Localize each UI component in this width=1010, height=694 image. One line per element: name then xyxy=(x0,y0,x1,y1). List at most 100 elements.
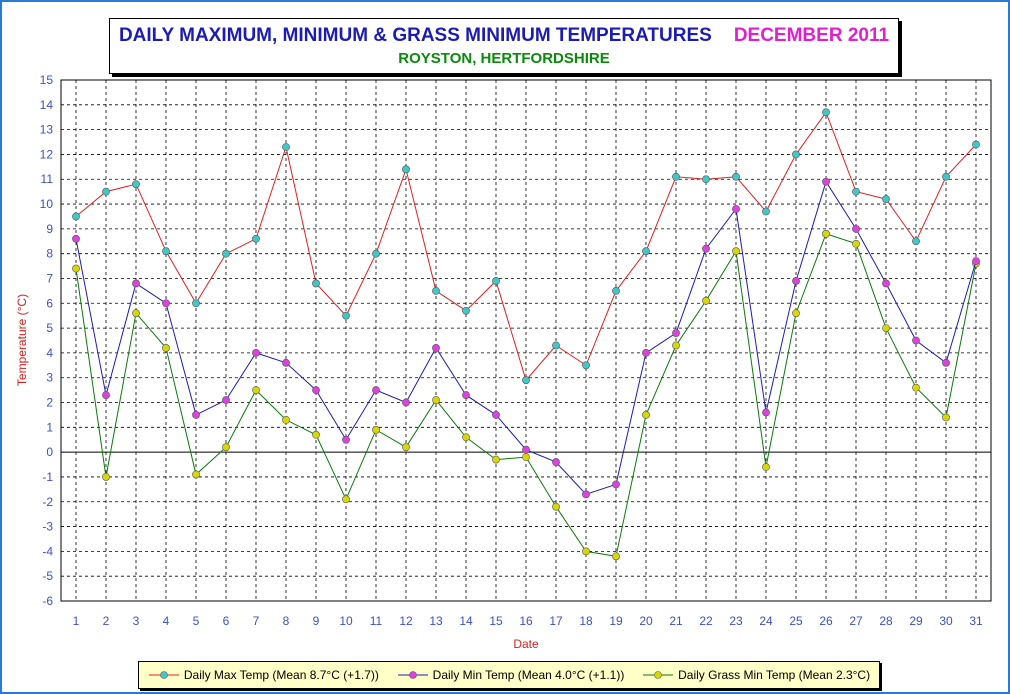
point-max xyxy=(462,306,470,315)
x-tick-label: 11 xyxy=(370,614,383,628)
x-tick-label: 15 xyxy=(489,614,503,628)
legend-label-max: Daily Max Temp (Mean 8.7°C (+1.7)) xyxy=(183,668,379,682)
point-max xyxy=(132,180,140,189)
x-tick-label: 5 xyxy=(193,614,200,628)
x-tick-label: 4 xyxy=(163,614,170,628)
x-tick-label: 3 xyxy=(133,614,140,628)
x-tick-label: 16 xyxy=(519,614,533,628)
point-min xyxy=(882,279,890,288)
legend: Daily Max Temp (Mean 8.7°C (+1.7)) Daily… xyxy=(138,661,880,689)
y-axis-label: Temperature (°C) xyxy=(15,294,29,386)
point-grass xyxy=(552,502,560,511)
y-tick-label: 8 xyxy=(46,247,53,261)
point-max xyxy=(342,311,350,320)
legend-label-grass: Daily Grass Min Temp (Mean 2.3°C) xyxy=(678,668,871,682)
point-grass xyxy=(462,433,470,442)
point-max xyxy=(492,277,500,285)
y-tick-label: -6 xyxy=(42,594,53,608)
point-max xyxy=(762,207,770,216)
x-tick-label: 30 xyxy=(939,614,953,628)
y-tick-label: 4 xyxy=(46,346,53,360)
point-max xyxy=(372,249,380,258)
y-tick-label: 14 xyxy=(40,98,54,112)
point-grass xyxy=(612,552,620,561)
y-tick-label: 6 xyxy=(46,296,53,310)
legend-item-grass: Daily Grass Min Temp (Mean 2.3°C) xyxy=(642,668,870,682)
x-tick-label: 6 xyxy=(223,614,230,628)
point-grass xyxy=(222,443,230,452)
point-min xyxy=(372,386,380,395)
point-min xyxy=(522,445,530,454)
point-grass xyxy=(432,396,440,404)
y-tick-label: 15 xyxy=(40,73,54,87)
point-min xyxy=(822,177,830,186)
point-max xyxy=(972,140,980,149)
x-tick-label: 20 xyxy=(639,614,653,628)
x-tick-label: 12 xyxy=(399,614,413,628)
y-tick-label: -2 xyxy=(42,495,53,509)
x-tick-label: 8 xyxy=(283,614,290,628)
x-tick-label: 19 xyxy=(609,614,623,628)
point-min xyxy=(582,490,590,499)
legend-item-max: Daily Max Temp (Mean 8.7°C (+1.7)) xyxy=(148,668,379,682)
y-tick-label: 13 xyxy=(40,123,54,137)
series xyxy=(72,108,980,561)
point-min xyxy=(162,299,170,308)
point-grass xyxy=(312,430,320,439)
y-tick-label: 1 xyxy=(46,420,53,434)
legend-item-min: Daily Min Temp (Mean 4.0°C (+1.1)) xyxy=(397,668,624,682)
x-axis-label: Date xyxy=(513,637,539,651)
x-tick-label: 1 xyxy=(73,614,80,628)
point-min xyxy=(312,386,320,395)
point-min xyxy=(942,358,950,367)
point-min xyxy=(972,257,980,266)
x-tick-label: 18 xyxy=(579,614,593,628)
x-tick-label: 26 xyxy=(819,614,833,628)
point-min xyxy=(762,408,770,417)
point-grass xyxy=(762,463,770,471)
point-max xyxy=(822,108,830,117)
y-tick-label: 3 xyxy=(46,371,53,385)
point-max xyxy=(792,150,800,159)
point-min xyxy=(852,224,860,233)
grid xyxy=(60,79,992,602)
x-tick-label: 21 xyxy=(669,614,683,628)
y-tick-label: -5 xyxy=(42,569,53,583)
point-max xyxy=(402,165,410,174)
point-max xyxy=(582,361,590,370)
point-max xyxy=(552,341,560,350)
y-tick-label: 11 xyxy=(41,172,54,186)
x-tick-label: 28 xyxy=(879,614,893,628)
point-grass xyxy=(642,411,650,419)
point-grass xyxy=(522,453,530,462)
point-max xyxy=(222,249,230,258)
chart-subtitle: ROYSTON, HERTFORDSHIRE xyxy=(398,50,610,67)
point-max xyxy=(192,299,200,308)
x-tick-label: 23 xyxy=(729,614,743,628)
point-max xyxy=(282,143,290,151)
point-grass xyxy=(282,415,290,424)
point-min xyxy=(702,244,710,253)
y-tick-label: 5 xyxy=(46,321,53,335)
point-max xyxy=(252,234,260,243)
point-min xyxy=(192,411,200,419)
point-min xyxy=(402,398,410,407)
series-min xyxy=(72,177,980,499)
y-tick-label: 7 xyxy=(46,271,53,285)
point-min xyxy=(492,411,500,419)
x-tick-label: 31 xyxy=(969,614,983,628)
point-max xyxy=(312,279,320,288)
x-tick-label: 29 xyxy=(909,614,923,628)
series-grass xyxy=(72,229,980,561)
point-min xyxy=(642,349,650,357)
point-grass xyxy=(702,296,710,305)
x-tick-label: 14 xyxy=(459,614,473,628)
point-max xyxy=(72,212,80,221)
point-max xyxy=(942,172,950,181)
point-max xyxy=(912,237,920,246)
point-grass xyxy=(372,425,380,434)
x-tick-label: 22 xyxy=(699,614,713,628)
point-min xyxy=(732,205,740,213)
